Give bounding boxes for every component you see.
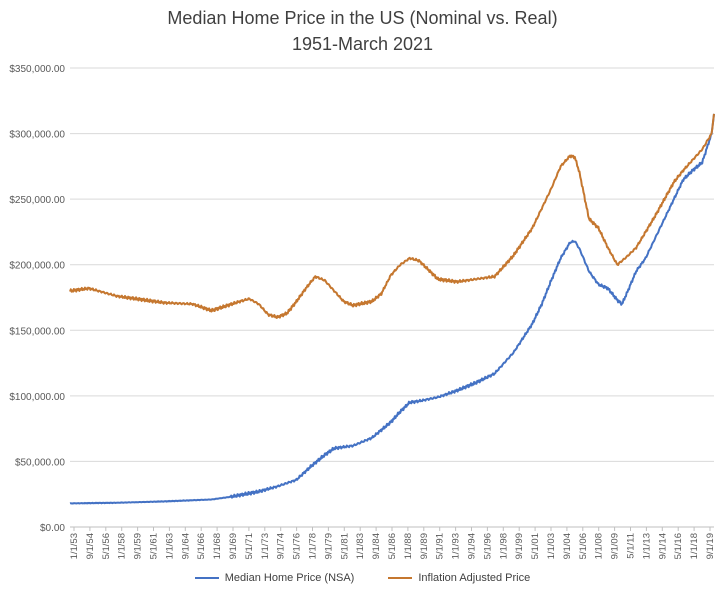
legend-swatch-real bbox=[388, 577, 413, 579]
x-tick-label: 9/1/19 bbox=[705, 533, 716, 559]
legend-item-nominal: Median Home Price (NSA) bbox=[194, 572, 355, 584]
x-tick-label: 1/1/03 bbox=[546, 533, 557, 559]
x-tick-label: 1/1/78 bbox=[308, 533, 319, 559]
y-tick-label: $250,000.00 bbox=[9, 195, 65, 206]
x-tick-label: 9/1/99 bbox=[514, 533, 525, 559]
x-tick-label: 5/1/91 bbox=[435, 533, 446, 559]
x-tick-label: 5/1/76 bbox=[292, 533, 303, 559]
x-tick-label: 1/1/58 bbox=[117, 533, 128, 559]
x-tick-label: 1/1/63 bbox=[164, 533, 175, 559]
x-tick-label: 9/1/79 bbox=[323, 533, 334, 559]
legend-item-real: Inflation Adjusted Price bbox=[388, 572, 530, 584]
x-tick-label: 1/1/18 bbox=[689, 533, 700, 559]
x-tick-label: 5/1/81 bbox=[339, 533, 350, 559]
x-tick-label: 9/1/14 bbox=[657, 533, 668, 559]
x-tick-label: 1/1/53 bbox=[69, 533, 80, 559]
x-tick-label: 9/1/84 bbox=[371, 533, 382, 559]
x-tick-label: 9/1/94 bbox=[467, 533, 478, 559]
x-tick-label: 1/1/08 bbox=[594, 533, 605, 559]
chart-legend: Median Home Price (NSA) Inflation Adjust… bbox=[0, 572, 725, 584]
legend-label-real: Inflation Adjusted Price bbox=[418, 572, 531, 584]
x-tick-label: 9/1/89 bbox=[419, 533, 430, 559]
y-tick-label: $200,000.00 bbox=[9, 261, 65, 272]
y-tick-label: $100,000.00 bbox=[9, 392, 65, 403]
x-tick-label: 5/1/56 bbox=[101, 533, 112, 559]
x-tick-label: 9/1/74 bbox=[276, 533, 287, 559]
x-tick-label: 1/1/13 bbox=[641, 533, 652, 559]
x-tick-label: 9/1/59 bbox=[133, 533, 144, 559]
x-tick-label: 5/1/06 bbox=[578, 533, 589, 559]
x-tick-label: 5/1/66 bbox=[196, 533, 207, 559]
x-tick-label: 9/1/69 bbox=[228, 533, 239, 559]
x-tick-label: 5/1/96 bbox=[482, 533, 493, 559]
series-line-real bbox=[69, 113, 715, 319]
x-tick-label: 9/1/09 bbox=[610, 533, 621, 559]
x-tick-label: 1/1/83 bbox=[355, 533, 366, 559]
y-tick-label: $300,000.00 bbox=[9, 130, 65, 141]
x-tick-label: 1/1/73 bbox=[260, 533, 271, 559]
series-line-nominal bbox=[69, 113, 715, 505]
x-tick-label: 5/1/01 bbox=[530, 533, 541, 559]
legend-swatch-nominal bbox=[194, 577, 219, 579]
y-tick-label: $0.00 bbox=[40, 523, 65, 534]
x-tick-label: 9/1/04 bbox=[562, 533, 573, 559]
x-tick-label: 1/1/98 bbox=[498, 533, 509, 559]
x-tick-label: 5/1/86 bbox=[387, 533, 398, 559]
x-tick-label: 5/1/11 bbox=[626, 533, 637, 559]
x-tick-label: 9/1/64 bbox=[180, 533, 191, 559]
chart-title: Median Home Price in the US (Nominal vs.… bbox=[167, 8, 558, 28]
chart-subtitle: 1951-March 2021 bbox=[291, 34, 434, 54]
x-tick-label: 1/1/68 bbox=[212, 533, 223, 559]
x-tick-label: 5/1/61 bbox=[149, 533, 160, 559]
x-tick-label: 5/1/16 bbox=[673, 533, 684, 559]
y-tick-label: $150,000.00 bbox=[9, 326, 65, 337]
x-tick-label: 9/1/54 bbox=[85, 533, 96, 559]
y-tick-label: $350,000.00 bbox=[9, 64, 65, 75]
legend-label-nominal: Median Home Price (NSA) bbox=[224, 572, 355, 584]
x-tick-label: 5/1/71 bbox=[244, 533, 255, 559]
x-tick-label: 1/1/93 bbox=[451, 533, 462, 559]
y-tick-label: $50,000.00 bbox=[15, 457, 65, 468]
x-tick-label: 1/1/88 bbox=[403, 533, 414, 559]
